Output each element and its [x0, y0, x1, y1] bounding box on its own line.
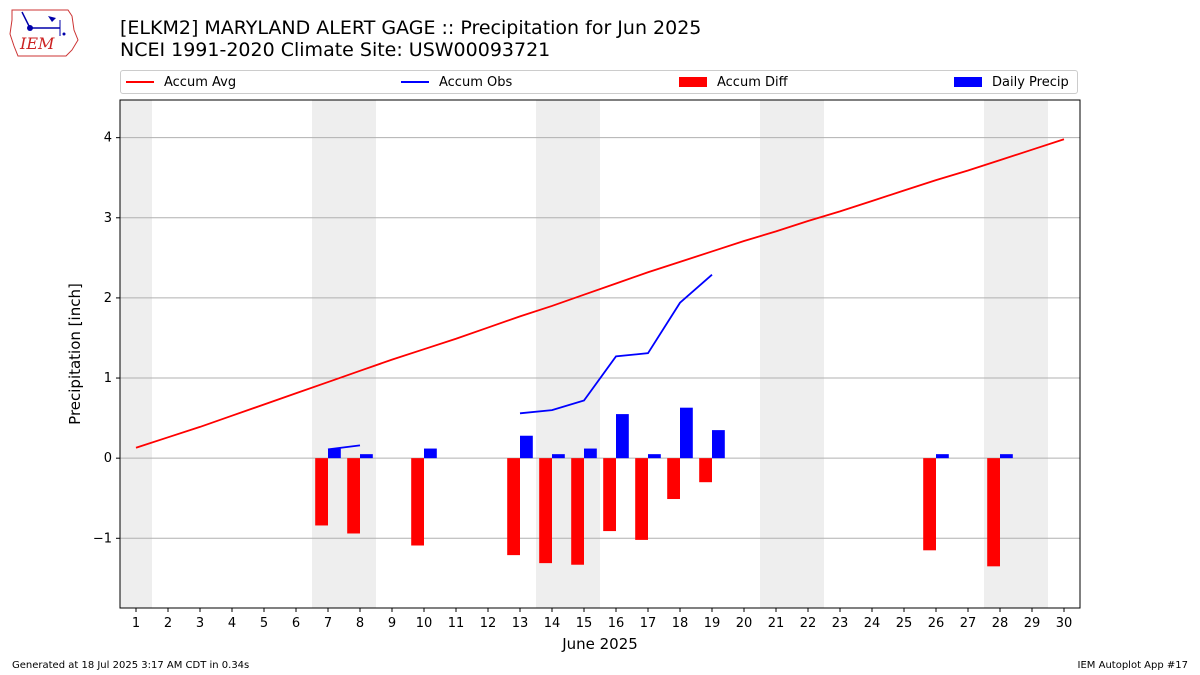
- x-tick-label: 15: [576, 616, 593, 631]
- x-tick-label: 20: [736, 616, 753, 631]
- chart-title-line1: [ELKM2] MARYLAND ALERT GAGE :: Precipita…: [120, 17, 702, 39]
- accum-diff-bar: [571, 458, 584, 565]
- legend-label-accum-avg: Accum Avg: [164, 75, 237, 90]
- x-tick-label: 30: [1056, 616, 1073, 631]
- x-tick-label: 13: [512, 616, 529, 631]
- legend-label-accum-diff: Accum Diff: [717, 75, 788, 90]
- accum-diff-bar: [315, 458, 328, 526]
- x-tick-label: 23: [832, 616, 849, 631]
- accum-diff-bar: [411, 458, 424, 546]
- x-tick-label: 11: [448, 616, 465, 631]
- x-tick-label: 21: [768, 616, 785, 631]
- weekend-shade: [760, 100, 792, 608]
- x-tick-label: 2: [164, 616, 172, 631]
- legend-label-accum-obs: Accum Obs: [439, 75, 513, 90]
- x-tick-label: 3: [196, 616, 204, 631]
- legend-label-daily-precip: Daily Precip: [992, 75, 1069, 90]
- chart-legend: Accum Avg Accum Obs Accum Diff Daily Pre…: [120, 70, 1078, 94]
- y-tick-label: 3: [104, 211, 112, 226]
- x-tick-label: 9: [388, 616, 396, 631]
- weekend-shade: [120, 100, 152, 608]
- y-axis-label: Precipitation [inch]: [66, 283, 84, 425]
- daily-precip-bar: [712, 430, 725, 459]
- x-tick-label: 19: [704, 616, 721, 631]
- iem-logo: IEM: [8, 6, 80, 60]
- accum-obs-line: [327, 444, 361, 451]
- footer-app: IEM Autoplot App #17: [1077, 660, 1188, 671]
- daily-precip-bar: [1000, 454, 1013, 459]
- accum-diff-bar: [603, 458, 616, 532]
- accum-diff-bar: [635, 458, 648, 540]
- accum-avg-line: [135, 138, 1065, 449]
- daily-precip-bar: [360, 454, 373, 459]
- y-tick-label: 4: [104, 131, 112, 146]
- weekend-shade: [312, 100, 344, 608]
- chart-title-line2: NCEI 1991-2020 Climate Site: USW00093721: [120, 39, 551, 61]
- accum-diff-bar: [923, 458, 936, 551]
- x-tick-label: 1: [132, 616, 140, 631]
- legend-item-accum-avg: Accum Avg: [126, 74, 236, 92]
- y-tick-label: 1: [104, 371, 112, 386]
- x-tick-label: 25: [896, 616, 913, 631]
- x-tick-label: 4: [228, 616, 236, 631]
- accum-diff-bar: [987, 458, 1000, 567]
- daily-precip-bar: [616, 414, 629, 459]
- daily-precip-bar: [424, 448, 437, 459]
- chart-title: [ELKM2] MARYLAND ALERT GAGE :: Precipita…: [120, 17, 701, 61]
- daily-precip-bar: [552, 454, 565, 459]
- footer-generated: Generated at 18 Jul 2025 3:17 AM CDT in …: [12, 660, 250, 671]
- legend-swatch-accum-obs: [401, 80, 429, 83]
- weekend-shade: [792, 100, 824, 608]
- accum-diff-bar: [507, 458, 520, 556]
- accum-diff-bar: [667, 458, 680, 500]
- x-axis-label: June 2025: [561, 635, 638, 653]
- daily-precip-bar: [584, 448, 597, 459]
- legend-item-daily-precip: Daily Precip: [954, 74, 1069, 92]
- x-tick-label: 29: [1024, 616, 1041, 631]
- x-tick-label: 28: [992, 616, 1009, 631]
- daily-precip-bar: [680, 407, 693, 459]
- accum-diff-bar: [347, 458, 360, 534]
- x-tick-label: 6: [292, 616, 300, 631]
- x-tick-label: 12: [480, 616, 497, 631]
- accum-obs-line: [519, 273, 713, 415]
- daily-precip-bar: [520, 435, 533, 459]
- legend-item-accum-diff: Accum Diff: [679, 74, 788, 92]
- x-tick-label: 10: [416, 616, 433, 631]
- x-tick-label: 5: [260, 616, 268, 631]
- accum-diff-bar: [539, 458, 552, 564]
- legend-swatch-daily-precip: [954, 76, 982, 87]
- x-tick-label: 26: [928, 616, 945, 631]
- daily-precip-bar: [648, 454, 661, 459]
- daily-precip-bar: [328, 448, 341, 459]
- x-tick-label: 7: [324, 616, 332, 631]
- y-tick-label: −1: [93, 531, 112, 546]
- daily-precip-bar: [936, 454, 949, 459]
- x-tick-label: 18: [672, 616, 689, 631]
- x-tick-label: 27: [960, 616, 977, 631]
- legend-item-accum-obs: Accum Obs: [401, 74, 512, 92]
- accum-diff-bar: [699, 458, 712, 483]
- legend-swatch-accum-avg: [126, 80, 154, 83]
- y-tick-label: 2: [104, 291, 112, 306]
- svg-text:IEM: IEM: [19, 34, 55, 53]
- weekend-shade: [1016, 100, 1048, 608]
- x-tick-label: 8: [356, 616, 364, 631]
- x-tick-label: 16: [608, 616, 625, 631]
- x-tick-label: 22: [800, 616, 817, 631]
- x-tick-label: 14: [544, 616, 561, 631]
- legend-swatch-accum-diff: [679, 76, 707, 87]
- x-tick-label: 24: [864, 616, 881, 631]
- x-tick-label: 17: [640, 616, 657, 631]
- y-tick-label: 0: [104, 451, 112, 466]
- plot-frame: [119, 99, 1081, 609]
